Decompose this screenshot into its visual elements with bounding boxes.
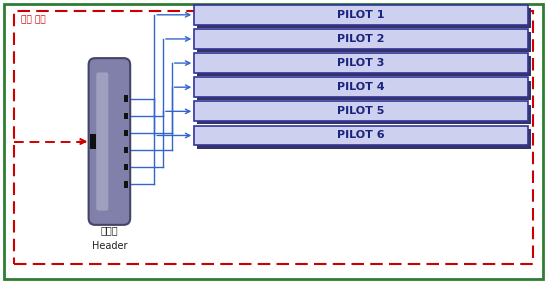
Bar [90, 134, 96, 149]
Text: 냉수 유입: 냉수 유입 [21, 15, 45, 24]
Bar [197, 8, 531, 28]
FancyBboxPatch shape [89, 58, 130, 225]
Bar [124, 164, 128, 170]
Bar [124, 147, 128, 153]
FancyBboxPatch shape [194, 53, 528, 73]
Text: 분배용: 분배용 [101, 225, 118, 235]
FancyBboxPatch shape [194, 29, 528, 49]
Text: PILOT 3: PILOT 3 [337, 58, 385, 68]
Bar [197, 81, 531, 100]
FancyBboxPatch shape [194, 77, 528, 97]
Bar [124, 113, 128, 119]
Bar [124, 130, 128, 136]
Bar [124, 181, 128, 188]
Text: PILOT 6: PILOT 6 [337, 130, 385, 140]
Bar [197, 32, 531, 52]
Text: PILOT 1: PILOT 1 [337, 10, 385, 20]
FancyBboxPatch shape [194, 5, 528, 25]
FancyBboxPatch shape [96, 72, 108, 211]
Text: PILOT 5: PILOT 5 [337, 106, 385, 116]
FancyBboxPatch shape [194, 126, 528, 145]
Text: Header: Header [92, 241, 127, 251]
Bar [197, 57, 531, 76]
FancyBboxPatch shape [194, 102, 528, 121]
Bar [14, 11, 533, 264]
Text: PILOT 4: PILOT 4 [337, 82, 385, 92]
Bar [197, 105, 531, 125]
Bar [197, 129, 531, 149]
Bar [124, 95, 128, 102]
Text: PILOT 2: PILOT 2 [337, 34, 385, 44]
